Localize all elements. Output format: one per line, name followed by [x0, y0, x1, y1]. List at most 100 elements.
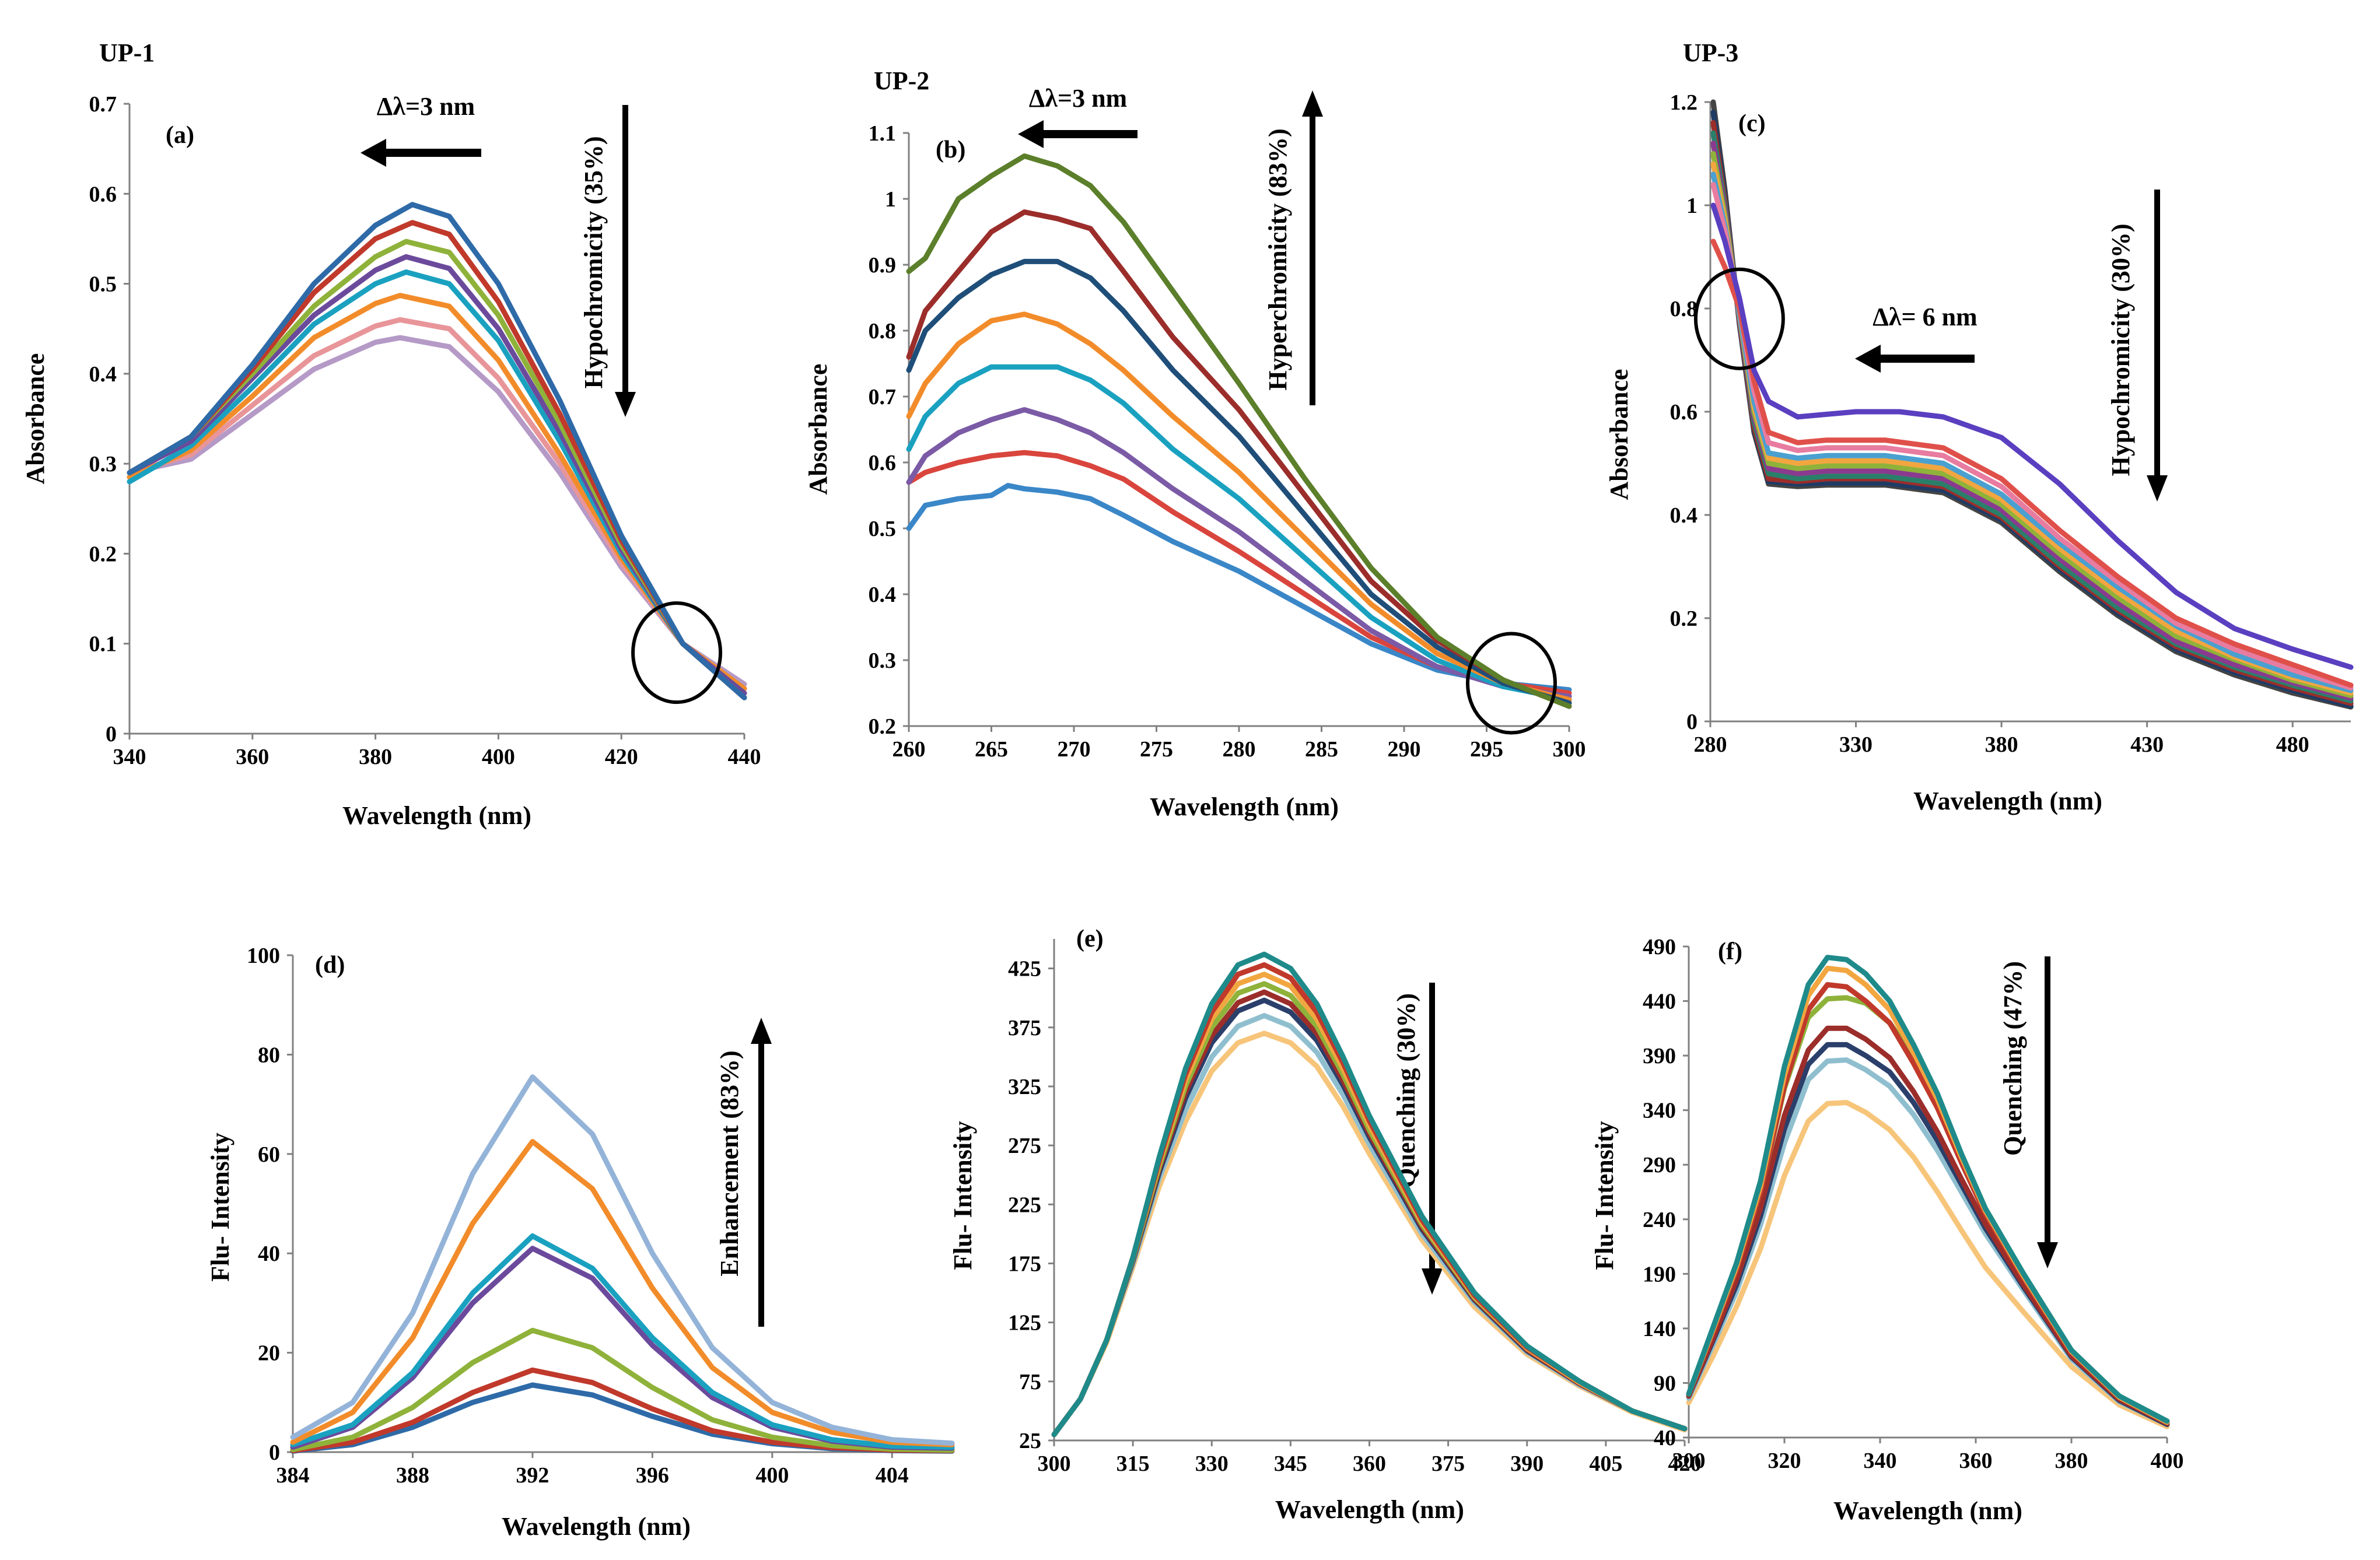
y-tick-label: 60 [258, 1142, 280, 1167]
y-tick-label: 0.6 [869, 451, 897, 475]
y-tick-label: 0.8 [1670, 297, 1698, 321]
x-tick-label: 375 [1432, 1452, 1465, 1476]
y-tick-label: 0.4 [869, 583, 897, 607]
x-tick-label: 392 [516, 1463, 549, 1488]
x-tick-label: 388 [396, 1463, 429, 1488]
x-tick-label: 360 [1959, 1449, 1993, 1473]
y-tick-label: 0.7 [869, 385, 897, 409]
y-tick-label: 240 [1643, 1208, 1676, 1232]
y-tick-label: 1.1 [869, 121, 897, 146]
y-tick-label: 1 [1686, 194, 1698, 218]
y-tick-label: 0.4 [1670, 503, 1698, 528]
panel-b-label: (b) [936, 136, 965, 163]
series-line-1 [906, 153, 1572, 709]
panel-f-ylabel: Flu- Intensity [1590, 1121, 1619, 1270]
panel-d-ylabel: Flu- Intensity [206, 1133, 235, 1281]
series-line-5 [290, 1327, 955, 1453]
isosbestic-circle [1465, 632, 1557, 735]
panel-f-xlabel: Wavelength (nm) [1833, 1496, 2022, 1525]
panel-c: UP-3 (c) Wavelength (nm) Absorbance Δλ= … [1605, 38, 2354, 815]
y-tick-label: 0.2 [869, 714, 897, 739]
panel-d-effect-annotation: Enhancement (83%) [715, 1050, 744, 1276]
panel-b-shift-annotation: Δλ=3 nm [1029, 84, 1127, 113]
y-tick-label: 0.3 [89, 452, 117, 476]
panel-e-xlabel: Wavelength (nm) [1275, 1495, 1464, 1524]
x-tick-label: 290 [1388, 737, 1421, 762]
x-tick-label: 320 [1768, 1449, 1801, 1473]
series-group [906, 153, 1572, 709]
x-tick-label: 315 [1116, 1452, 1150, 1476]
y-tick-label: 225 [1008, 1193, 1041, 1217]
y-tick-label: 375 [1008, 1016, 1041, 1040]
series-line-1 [290, 1074, 955, 1446]
series-line-2 [906, 209, 1572, 709]
y-tick-label: 0.2 [89, 542, 117, 566]
panel-a-ylabel: Absorbance [21, 353, 50, 485]
series-group [290, 1074, 955, 1454]
panel-c-effect-annotation: Hypochromicity (30%) [2106, 223, 2135, 476]
panel-c-label: (c) [1738, 110, 1766, 137]
y-tick-label: 1.2 [1670, 90, 1698, 115]
y-tick-label: 175 [1008, 1251, 1041, 1276]
x-tick-label: 360 [1353, 1452, 1386, 1476]
x-tick-label: 400 [755, 1463, 789, 1488]
panel-a-effect-arrowhead [615, 392, 636, 417]
x-tick-label: 400 [2151, 1449, 2184, 1473]
series-line-8 [906, 483, 1572, 693]
series-line-3 [906, 258, 1572, 706]
panel-d-effect-arrowhead [751, 1018, 772, 1044]
y-tick-label: 0.2 [1670, 607, 1698, 631]
y-tick-label: 325 [1008, 1075, 1041, 1099]
panel-e: (e) Wavelength (nm) Flu- Intensity Quenc… [949, 926, 1702, 1524]
x-tick-label: 420 [605, 745, 638, 769]
x-tick-label: 265 [975, 737, 1008, 762]
x-tick-label: 380 [2055, 1449, 2088, 1473]
y-tick-label: 140 [1643, 1317, 1676, 1341]
x-tick-label: 330 [1195, 1452, 1228, 1476]
x-tick-label: 396 [636, 1463, 669, 1488]
series-line-8 [1686, 1100, 2170, 1429]
x-tick-label: 270 [1058, 737, 1091, 762]
y-tick-label: 0.1 [89, 632, 117, 657]
panel-e-label: (e) [1076, 926, 1104, 952]
series-line-2 [290, 1139, 955, 1447]
y-tick-label: 0.5 [869, 517, 897, 541]
x-tick-label: 380 [359, 745, 392, 769]
y-tick-label: 125 [1008, 1311, 1041, 1335]
y-tick-label: 490 [1643, 935, 1676, 959]
panel-a-shift-annotation: Δλ=3 nm [377, 92, 475, 121]
x-tick-label: 280 [1223, 737, 1256, 762]
panel-e-ylabel: Flu- Intensity [949, 1121, 977, 1270]
series-line-3 [290, 1233, 955, 1450]
panel-d: (d) Wavelength (nm) Flu- Intensity Enhan… [206, 944, 955, 1541]
panel-d-xlabel: Wavelength (nm) [502, 1512, 691, 1541]
x-tick-label: 360 [236, 745, 269, 769]
y-tick-label: 40 [258, 1242, 280, 1266]
isosbestic-circle [1693, 267, 1785, 370]
panel-f-effect-arrowhead [2037, 1242, 2058, 1268]
y-tick-label: 100 [247, 944, 280, 968]
panel-b-title: UP-2 [874, 66, 929, 95]
x-tick-label: 340 [113, 745, 146, 769]
panel-a-shift-arrowhead [360, 139, 386, 167]
series-group [127, 202, 747, 700]
x-tick-label: 300 [1672, 1449, 1706, 1473]
x-tick-label: 280 [1694, 732, 1727, 757]
y-tick-label: 390 [1643, 1044, 1676, 1068]
x-tick-label: 390 [1510, 1452, 1544, 1476]
series-group [1051, 951, 1688, 1438]
panel-b-effect-annotation: Hyperchromicity (83%) [1264, 128, 1292, 390]
series-line-1 [1686, 955, 2170, 1424]
y-tick-label: 0.4 [89, 362, 117, 387]
x-tick-label: 285 [1305, 737, 1338, 762]
x-tick-label: 300 [1038, 1452, 1071, 1476]
y-tick-label: 75 [1019, 1370, 1041, 1394]
panel-a-title: UP-1 [99, 38, 155, 67]
y-tick-label: 340 [1643, 1099, 1676, 1123]
panel-e-effect-arrowhead [1422, 1268, 1443, 1295]
panel-b-xlabel: Wavelength (nm) [1150, 793, 1339, 821]
x-tick-label: 405 [1589, 1452, 1622, 1476]
isosbestic-circle [631, 601, 723, 704]
y-tick-label: 0 [269, 1440, 280, 1465]
